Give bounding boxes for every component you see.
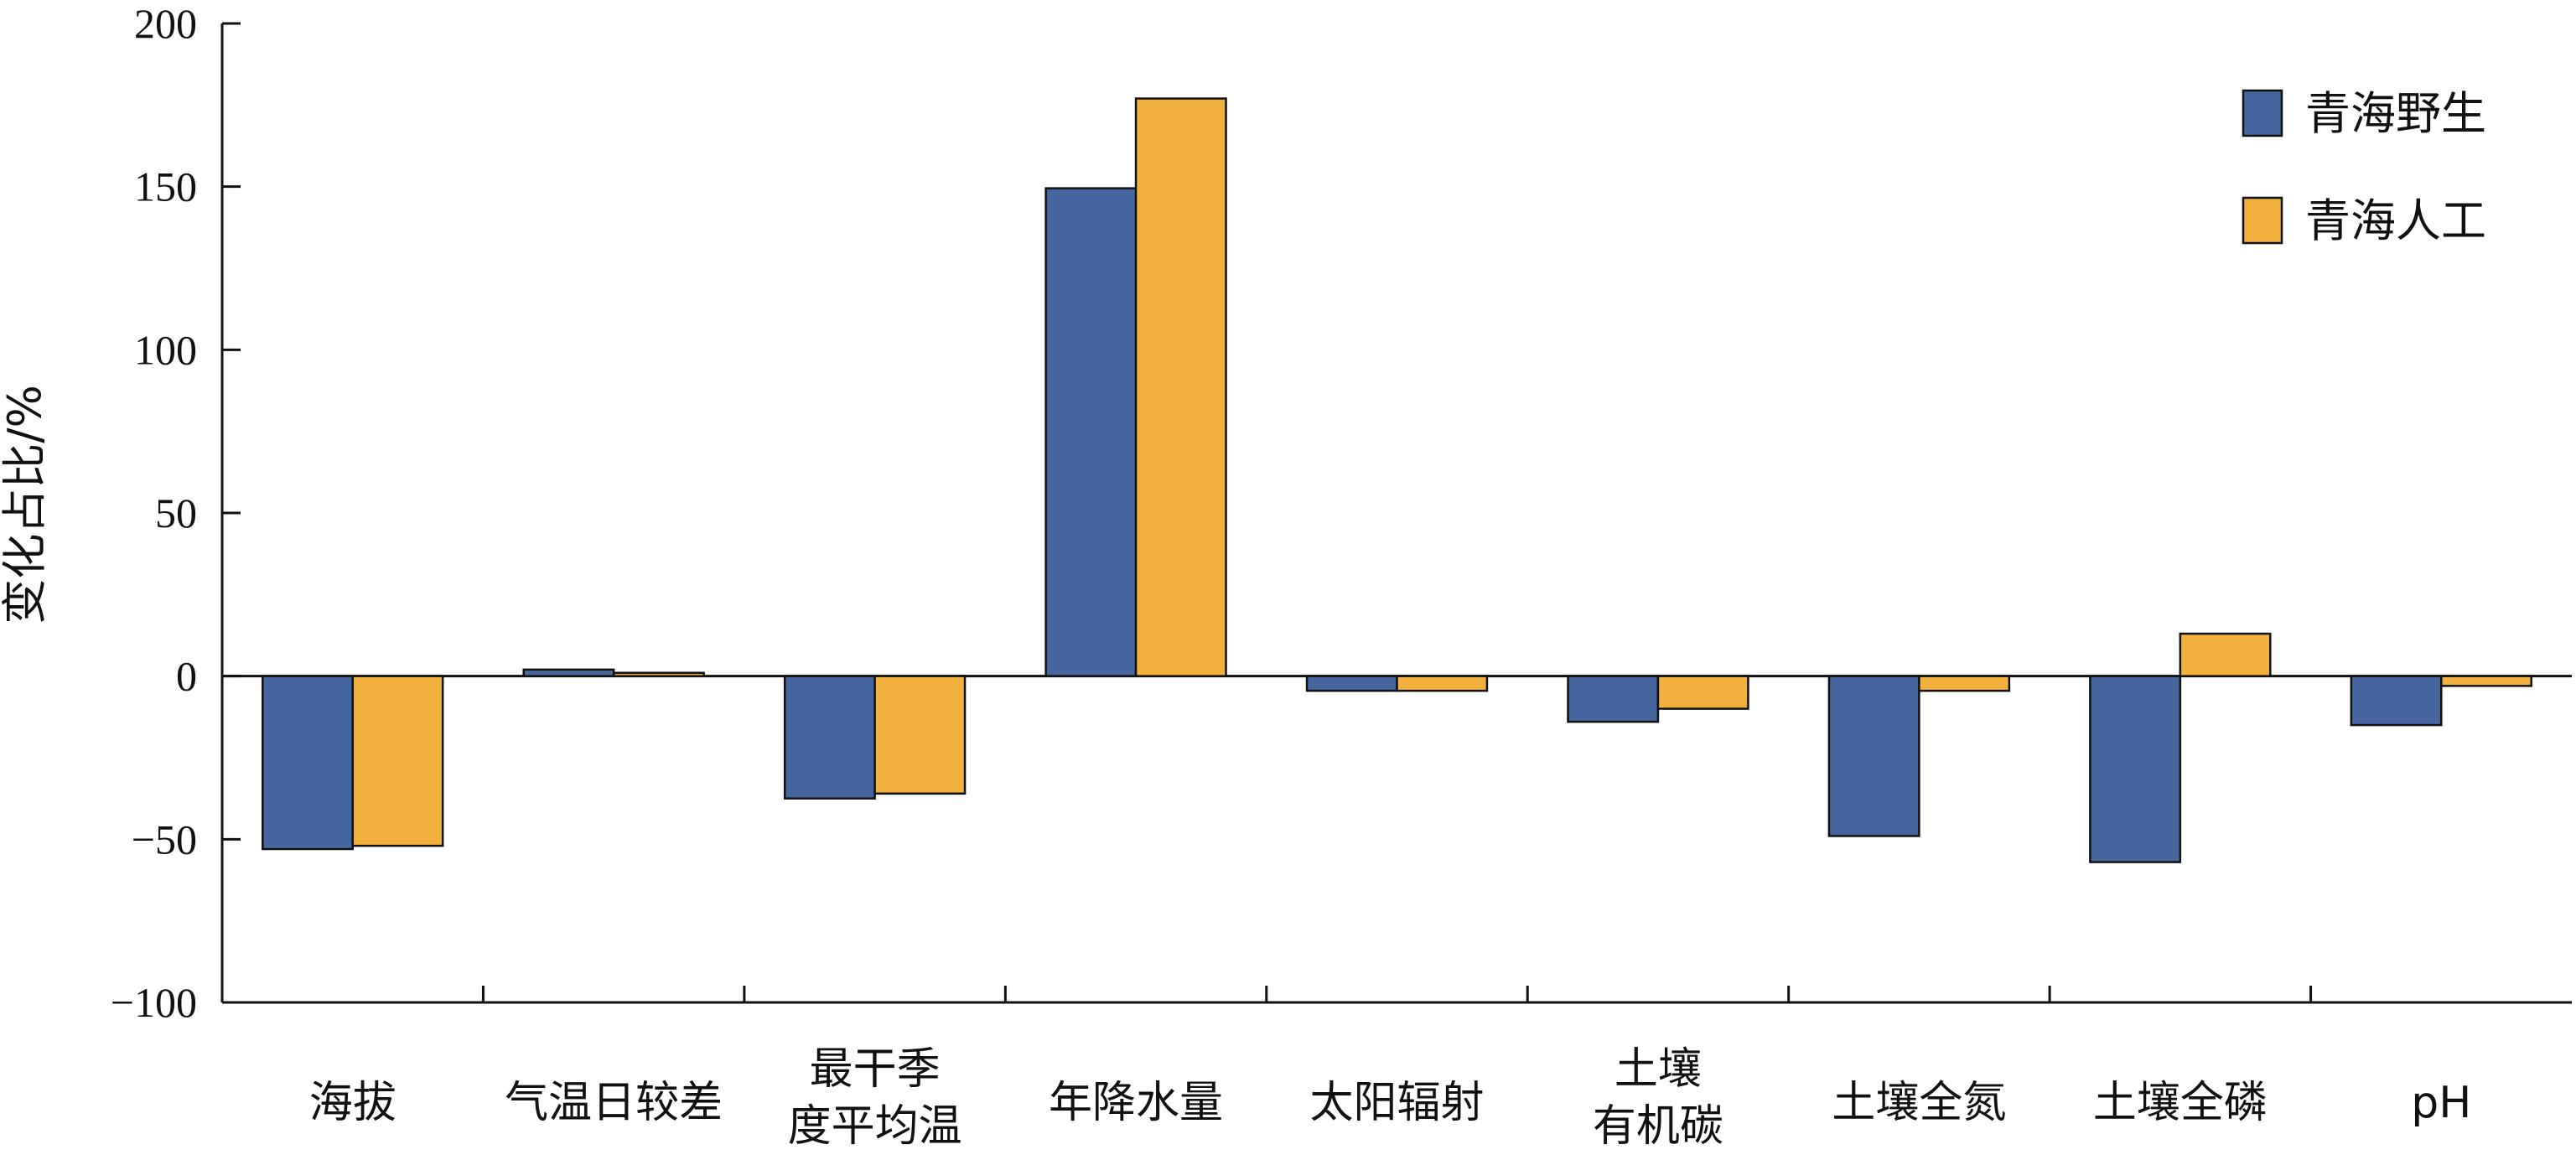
category-label: 气温日较差 <box>505 1078 723 1128</box>
category-label: 土壤全氮 <box>1832 1078 2006 1128</box>
bar-wild <box>1567 675 1660 723</box>
bar-wild <box>783 675 876 800</box>
bar-cultivated <box>2179 632 2272 677</box>
y-tick-label: −50 <box>132 816 197 862</box>
y-tick-label: 200 <box>134 0 197 47</box>
bar-cultivated <box>1656 675 1749 710</box>
legend-swatch <box>2242 89 2283 137</box>
y-tick-label: 100 <box>134 326 197 373</box>
category-label: 度平均温 <box>788 1101 962 1152</box>
bar-wild <box>2350 675 2443 727</box>
bar-cultivated <box>351 675 444 847</box>
y-tick-label: 150 <box>134 163 197 210</box>
bar-cultivated <box>1918 675 2011 692</box>
category-label: 有机碳 <box>1593 1101 1723 1152</box>
category-label: pH <box>2411 1078 2471 1128</box>
category-label: 土壤全磷 <box>2093 1078 2268 1128</box>
category-label: 海拔 <box>309 1078 397 1128</box>
bar-wild <box>262 675 354 851</box>
bar-wild <box>1305 675 1398 692</box>
legend-label: 青海人工 <box>2305 194 2486 247</box>
bar-cultivated <box>612 671 705 677</box>
category-label: 土壤 <box>1615 1044 1702 1095</box>
legend-swatch <box>2242 196 2283 245</box>
y-tick-label: 0 <box>176 653 197 700</box>
bar-wild <box>2089 675 2182 863</box>
category-label: 年降水量 <box>1049 1078 1223 1128</box>
y-tick-label: 50 <box>155 489 197 536</box>
bar-cultivated <box>2440 675 2532 687</box>
bar-cultivated <box>873 675 967 795</box>
category-label: 太阳辐射 <box>1309 1078 1484 1128</box>
bar-cultivated <box>1396 675 1489 692</box>
y-axis-title: 变化占比/% <box>0 385 51 624</box>
category-label: 最干季 <box>810 1044 941 1095</box>
legend-label: 青海野生 <box>2305 87 2486 140</box>
bar-wild <box>1827 675 1920 837</box>
bar-cultivated <box>1134 97 1227 677</box>
y-tick-label: −100 <box>111 979 197 1026</box>
bar-wild <box>522 668 615 677</box>
bar-wild <box>1044 187 1138 677</box>
